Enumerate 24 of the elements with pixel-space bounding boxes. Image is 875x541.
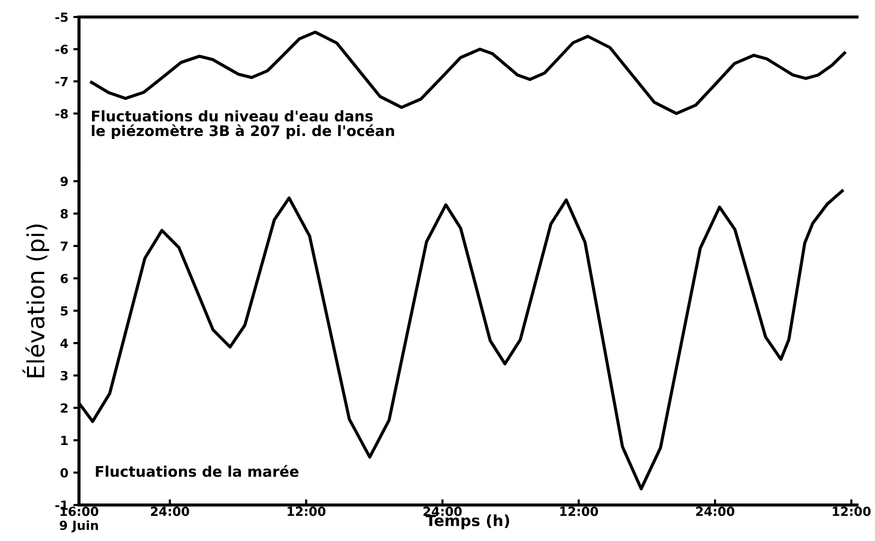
y-tick-label: -6 <box>55 44 68 54</box>
y-tick-label: 2 <box>60 403 68 413</box>
y-tick-label: 4 <box>60 338 68 348</box>
x-tick-label: 24:00 <box>424 506 462 516</box>
y-axis-title: Élévation (pi) <box>22 224 50 378</box>
x-tick-label: 12:00 <box>560 506 598 516</box>
y-tick-label: 8 <box>60 209 68 218</box>
y-tick-label: -5 <box>55 12 68 22</box>
x-tick-label: 12:00 <box>288 506 326 516</box>
y-tick-label: 9 <box>60 176 68 186</box>
annotation: Fluctuations du niveau d'eau dans le piézomètre 3B à 207 pi. de l'océan <box>92 110 394 140</box>
x-tick-label: 12:00 <box>832 506 871 516</box>
y-tick-label: 6 <box>60 274 68 284</box>
y-tick-label: 0 <box>60 468 68 478</box>
y-tick-label: 7 <box>60 242 68 251</box>
y-tick-label: 3 <box>60 370 68 380</box>
y-tick-label: 1 <box>61 436 68 445</box>
y-tick-label: -8 <box>55 108 68 118</box>
y-tick-label: -7 <box>55 76 68 86</box>
annotation: Fluctuations de la marée <box>96 465 298 477</box>
y-tick-label: 5 <box>60 306 68 316</box>
x-tick-label: 24:00 <box>150 506 190 516</box>
x-tick-label: 24:00 <box>696 506 734 516</box>
x-axis-title: Temps (h) <box>426 514 510 530</box>
